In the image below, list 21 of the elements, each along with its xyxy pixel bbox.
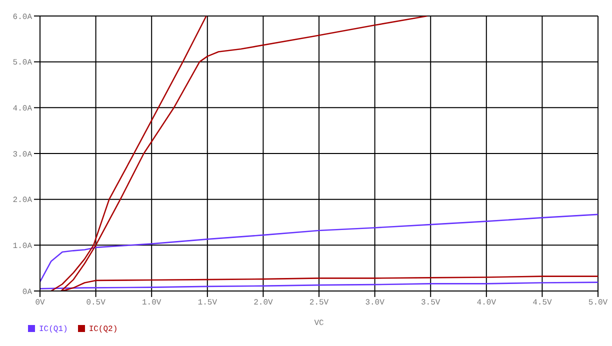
x-tick-label: 2.0V bbox=[254, 298, 273, 308]
legend-label: IC(Q1) bbox=[39, 325, 68, 334]
x-tick-label: 1.5V bbox=[198, 298, 218, 308]
x-tick-label: 0.5V bbox=[86, 298, 106, 308]
y-tick-label: 1.0A bbox=[12, 242, 32, 252]
legend-label: IC(Q2) bbox=[88, 325, 118, 334]
x-tick-label: 3.0V bbox=[365, 298, 385, 308]
x-tick-label: 0V bbox=[35, 298, 45, 308]
x-tick-label: 4.5V bbox=[532, 298, 552, 308]
y-tick-label: 3.0A bbox=[12, 150, 32, 160]
x-axis-title: VC bbox=[314, 319, 324, 328]
y-tick-label: 2.0A bbox=[12, 196, 32, 206]
x-tick-label: 5.0V bbox=[588, 298, 608, 308]
x-tick-label: 4.0V bbox=[476, 298, 496, 308]
y-tick-label: 5.0A bbox=[12, 58, 32, 68]
y-tick-label: 6.0A bbox=[12, 12, 32, 22]
y-tick-label: 4.0A bbox=[12, 104, 32, 114]
x-tick-label: 2.5V bbox=[309, 298, 329, 308]
x-tick-label: 1.0V bbox=[142, 298, 162, 308]
x-tick-label: 3.5V bbox=[421, 298, 440, 308]
y-tick-label: 0A bbox=[22, 288, 32, 297]
